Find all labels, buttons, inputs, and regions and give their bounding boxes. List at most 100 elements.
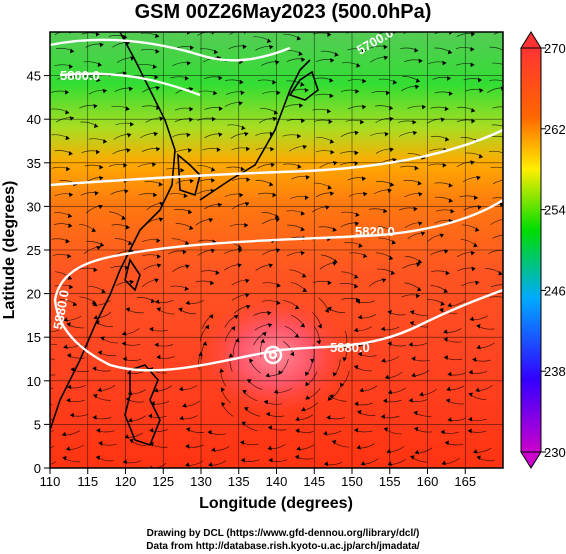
streamline-arrow bbox=[448, 91, 453, 96]
streamline-arrow bbox=[102, 88, 108, 94]
streamline bbox=[490, 219, 503, 225]
streamline-arrow bbox=[217, 202, 223, 208]
streamline-arrow bbox=[245, 293, 250, 298]
streamline-arrow bbox=[148, 413, 153, 419]
streamline-arrow bbox=[417, 287, 422, 292]
streamline-arrow bbox=[305, 395, 310, 400]
streamline-arrow bbox=[357, 314, 363, 320]
streamline-arrow bbox=[207, 430, 212, 435]
streamline-arrow bbox=[242, 389, 247, 395]
streamline-arrow bbox=[329, 394, 334, 399]
streamline-arrow bbox=[208, 218, 214, 223]
streamline-arrow bbox=[296, 446, 301, 451]
map-title: GSM 00Z26May2023 (500.0hPa) bbox=[134, 1, 432, 23]
streamline-arrow bbox=[470, 160, 475, 165]
streamline bbox=[491, 135, 503, 138]
streamline-arrow bbox=[414, 47, 419, 53]
streamline-arrow bbox=[332, 261, 337, 266]
geopotential-contours bbox=[50, 38, 503, 372]
streamline-arrow bbox=[298, 103, 304, 109]
streamline-arrow bbox=[473, 195, 479, 200]
streamline-arrow bbox=[304, 195, 309, 200]
streamline-arrow bbox=[210, 167, 216, 172]
streamline-arrow bbox=[360, 461, 366, 466]
streamline-arrow bbox=[301, 273, 307, 278]
streamline-arrow bbox=[95, 455, 101, 461]
streamline-arrow bbox=[240, 90, 245, 96]
colorbar: 270 262 254 246 238 230 bbox=[520, 31, 566, 469]
streamline-arrow bbox=[182, 249, 187, 255]
streamline-arrow bbox=[218, 106, 223, 112]
streamline-arrow bbox=[272, 116, 278, 122]
streamline bbox=[493, 32, 502, 35]
x-axis-ticks: 110 115 120 125 130 135 140 145 150 155 160 165 bbox=[40, 468, 476, 489]
streamline-arrow bbox=[92, 415, 97, 420]
streamline bbox=[492, 197, 503, 199]
streamline-arrow bbox=[69, 116, 75, 121]
streamline-arrow bbox=[387, 461, 392, 466]
streamline-arrow bbox=[470, 251, 476, 256]
streamline-arrow bbox=[156, 238, 161, 244]
streamline-arrow bbox=[383, 208, 388, 214]
streamline-arrow bbox=[62, 456, 67, 461]
streamline-arrow bbox=[414, 449, 420, 455]
streamline-arrow bbox=[332, 372, 338, 377]
streamline-arrow bbox=[69, 284, 74, 290]
streamline-arrow bbox=[151, 162, 157, 167]
streamline-arrow bbox=[330, 58, 335, 63]
streamline-arrow bbox=[356, 444, 361, 450]
streamline-arrow bbox=[121, 341, 126, 346]
streamline-arrow bbox=[267, 310, 272, 316]
streamline-arrow bbox=[355, 89, 360, 94]
streamline-arrow bbox=[446, 76, 452, 81]
streamline-arrow bbox=[129, 279, 135, 285]
streamline-arrow bbox=[439, 307, 444, 313]
streamline-arrow bbox=[189, 106, 194, 112]
streamline-arrow bbox=[185, 427, 191, 432]
streamline-arrow bbox=[361, 104, 367, 110]
streamline-arrow bbox=[99, 164, 104, 170]
streamline-arrow bbox=[327, 280, 332, 286]
streamline-arrow bbox=[189, 178, 194, 184]
streamline-arrow bbox=[419, 391, 424, 397]
streamline-arrow bbox=[98, 176, 104, 181]
streamline-arrow bbox=[98, 441, 103, 446]
streamline-arrow bbox=[475, 387, 480, 393]
streamline-arrow bbox=[125, 106, 130, 111]
streamline-arrow bbox=[391, 240, 397, 245]
streamline-arrow bbox=[101, 289, 106, 294]
streamline-arrow bbox=[381, 358, 386, 363]
streamline-arrow bbox=[221, 387, 225, 392]
y-tick-label: 35 bbox=[27, 156, 41, 171]
streamline-arrow bbox=[124, 434, 130, 439]
streamline-arrow bbox=[300, 211, 306, 216]
streamline bbox=[434, 32, 453, 35]
streamline-arrow bbox=[216, 147, 221, 153]
streamline-arrow bbox=[357, 351, 363, 357]
streamline-arrow bbox=[262, 331, 267, 337]
streamline-arrow bbox=[506, 137, 510, 141]
streamline-arrow bbox=[210, 178, 216, 183]
streamline-arrow bbox=[324, 308, 329, 313]
streamline-arrow bbox=[156, 263, 162, 268]
streamline-arrow bbox=[414, 84, 420, 90]
streamline-arrow bbox=[439, 233, 445, 238]
x-tick-label: 135 bbox=[228, 474, 250, 489]
colorbar-ticks: 270 262 254 246 238 230 bbox=[541, 41, 566, 460]
streamline-arrow bbox=[294, 454, 300, 460]
streamline-arrow bbox=[241, 421, 246, 426]
streamline-arrow bbox=[240, 166, 245, 172]
streamline-arrow bbox=[267, 445, 272, 451]
streamline-arrow bbox=[302, 287, 307, 292]
streamline-arrow bbox=[121, 331, 127, 336]
streamline-arrow bbox=[332, 161, 338, 166]
streamline-arrow bbox=[156, 307, 161, 312]
streamline-arrow bbox=[504, 297, 508, 301]
y-tick-label: 15 bbox=[27, 330, 41, 345]
streamline-arrow bbox=[99, 242, 105, 248]
streamline-arrow bbox=[276, 300, 281, 306]
streamline-arrow bbox=[233, 314, 239, 319]
streamline bbox=[492, 62, 503, 65]
y-tick-label: 0 bbox=[34, 461, 41, 476]
streamline-arrow bbox=[334, 52, 339, 57]
